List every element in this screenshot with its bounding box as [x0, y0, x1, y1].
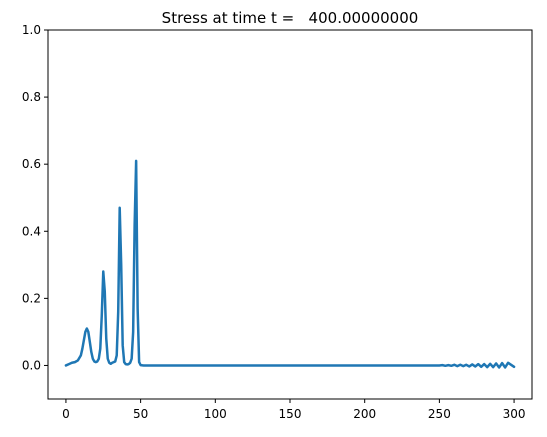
stress-series-line-0	[64, 159, 516, 369]
x-tick-label: 200	[353, 407, 376, 421]
series-layer	[64, 159, 516, 369]
x-tick-label: 250	[428, 407, 451, 421]
y-tick-label: 0.6	[22, 157, 41, 171]
y-tick-label: 1.0	[22, 23, 41, 37]
y-tick-label: 0.0	[22, 358, 41, 372]
plot-area-frame	[47, 29, 533, 400]
y-tick-label: 0.2	[22, 291, 41, 305]
x-tick-label: 300	[503, 407, 526, 421]
y-axis: 0.0 0.2 0.4 0.6 0.8 1.0	[22, 23, 48, 372]
x-axis: 0 50 100 150 200 250 300	[62, 399, 526, 421]
x-tick-label: 100	[204, 407, 227, 421]
y-tick-label: 0.4	[22, 224, 41, 238]
chart-title: Stress at time t = 400.00000000	[162, 9, 419, 27]
x-tick-label: 0	[62, 407, 70, 421]
y-tick-label: 0.8	[22, 90, 41, 104]
x-tick-label: 50	[133, 407, 148, 421]
x-tick-label: 150	[279, 407, 302, 421]
